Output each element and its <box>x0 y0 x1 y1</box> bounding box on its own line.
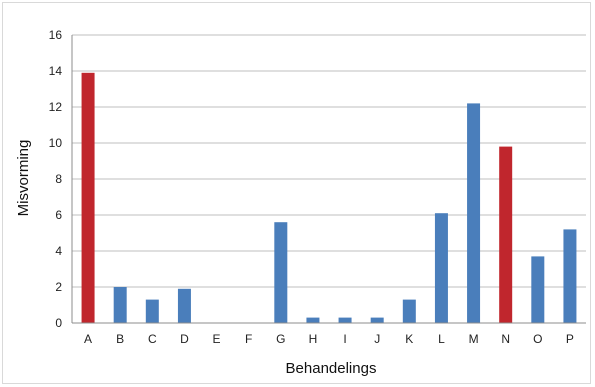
y-tick-labels: 0 2 4 6 8 10 12 14 16 <box>49 28 63 330</box>
bar-B <box>113 287 127 323</box>
bars <box>81 72 577 324</box>
x-tick-label-B: B <box>116 332 124 346</box>
x-tick-label-A: A <box>84 332 92 346</box>
x-tick-label-M: M <box>469 332 479 346</box>
bar-O <box>531 256 545 323</box>
bar-D <box>177 288 191 323</box>
y-tick-label-10: 10 <box>49 136 63 150</box>
y-axis-title: Misvorming <box>15 140 32 217</box>
x-tick-label-F: F <box>245 332 252 346</box>
x-tick-label-I: I <box>343 332 346 346</box>
bar-G <box>274 222 288 323</box>
x-tick-label-O: O <box>533 332 542 346</box>
x-tick-label-K: K <box>405 332 413 346</box>
x-tick-label-H: H <box>309 332 318 346</box>
bar-P <box>563 229 577 323</box>
bar-J <box>370 317 384 323</box>
y-tick-label-2: 2 <box>55 280 62 294</box>
x-tick-label-N: N <box>501 332 510 346</box>
x-tick-label-L: L <box>438 332 445 346</box>
bar-M <box>467 103 481 324</box>
x-tick-label-P: P <box>566 332 574 346</box>
x-tick-label-E: E <box>213 332 221 346</box>
y-tick-label-8: 8 <box>55 172 62 186</box>
y-tick-label-4: 4 <box>55 244 62 258</box>
y-tick-label-0: 0 <box>55 316 62 330</box>
chart-frame <box>2 2 591 384</box>
bar-K <box>402 299 416 323</box>
bar-L <box>434 213 448 323</box>
x-tick-labels: A B C D E F G H I J K L M N O P <box>84 332 574 346</box>
bar-H <box>306 317 320 323</box>
y-tick-label-6: 6 <box>55 208 62 222</box>
bar-N <box>499 146 513 323</box>
bar-A <box>81 72 95 323</box>
bar-C <box>145 299 159 323</box>
x-tick-label-D: D <box>180 332 189 346</box>
x-tick-label-C: C <box>148 332 157 346</box>
y-tick-label-14: 14 <box>49 64 63 78</box>
x-tick-label-G: G <box>276 332 285 346</box>
axes <box>71 35 586 324</box>
y-tick-label-12: 12 <box>49 100 63 114</box>
y-tick-label-16: 16 <box>49 28 63 42</box>
x-axis-title: Behandelings <box>286 360 377 377</box>
bar-I <box>338 317 352 323</box>
x-tick-label-J: J <box>374 332 380 346</box>
